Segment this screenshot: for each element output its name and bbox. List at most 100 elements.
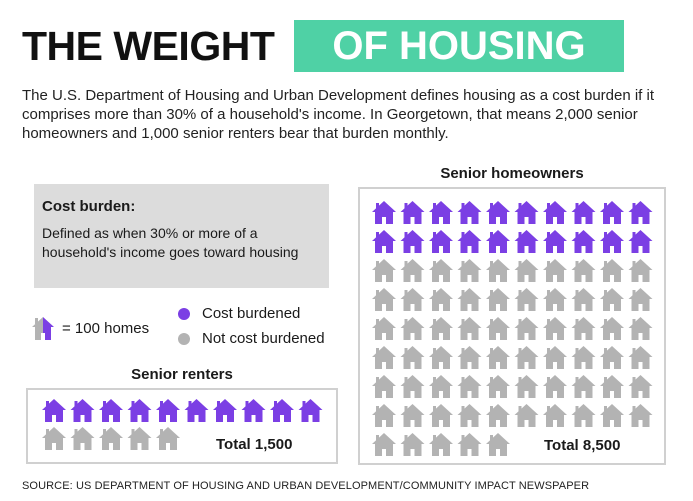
house-icon-burdened — [571, 230, 596, 253]
house-icon-burdened — [429, 230, 453, 253]
definition-text: Defined as when 30% or more of a househo… — [42, 225, 299, 260]
house-icon-burdened — [628, 230, 653, 253]
house-icon-not-burdened — [628, 288, 653, 311]
house-icon-burdened — [42, 399, 66, 422]
house-icon-not-burdened — [429, 346, 453, 369]
legend-unit-label: = 100 homes — [62, 320, 150, 337]
house-icon-burdened — [571, 201, 596, 224]
house-icon-burdened — [400, 230, 425, 253]
title-left: THE WEIGHT — [22, 23, 275, 69]
house-icon-not-burdened — [486, 404, 510, 427]
house-icon-not-burdened — [372, 404, 396, 427]
house-icon-not-burdened — [514, 259, 539, 282]
house-icon-not-burdened — [372, 259, 396, 282]
house-icon-not-burdened — [400, 375, 425, 398]
definition-title: Cost burden: — [42, 198, 136, 215]
house-icon-burdened — [543, 201, 567, 224]
homeowners-chart-title: Senior homeowners — [440, 165, 584, 182]
intro-text: The U.S. Department of Housing and Urban… — [22, 87, 655, 142]
house-icon-not-burdened — [457, 288, 482, 311]
house-icon-not-burdened — [429, 375, 453, 398]
homeowners-chart: Total 8,500 — [358, 187, 666, 465]
house-icon-burdened — [184, 399, 209, 422]
title: THE WEIGHT OF HOUSING — [22, 20, 624, 72]
house-icon-not-burdened — [514, 317, 539, 340]
house-icon-burdened — [600, 230, 624, 253]
legend-dot-not-burdened — [178, 333, 190, 345]
house-icon-not-burdened — [571, 317, 596, 340]
house-icon-not-burdened — [372, 433, 396, 456]
legend-label-burdened: Cost burdened — [202, 305, 301, 322]
house-icon-not-burdened — [99, 427, 123, 450]
renters-total: Total 1,500 — [216, 436, 293, 453]
house-icon-not-burdened — [543, 404, 567, 427]
house-icon-not-burdened — [429, 433, 453, 456]
house-icon-not-burdened — [600, 317, 624, 340]
definition-box: Cost burden: Defined as when 30% or more… — [34, 184, 329, 288]
house-icon-not-burdened — [600, 375, 624, 398]
house-icon-not-burdened — [400, 259, 425, 282]
house-icon-not-burdened — [514, 404, 539, 427]
house-icon-not-burdened — [400, 288, 425, 311]
house-icon-not-burdened — [600, 346, 624, 369]
house-icon-not-burdened — [486, 259, 510, 282]
house-icon-not-burdened — [457, 433, 482, 456]
house-icon-burdened — [127, 399, 152, 422]
house-icon-burdened — [156, 399, 180, 422]
house-icon-not-burdened — [372, 317, 396, 340]
house-icon-not-burdened — [486, 317, 510, 340]
house-icon-not-burdened — [400, 317, 425, 340]
house-icon-not-burdened — [457, 317, 482, 340]
house-icon-not-burdened — [600, 259, 624, 282]
house-icon-burdened — [213, 399, 237, 422]
house-icon-burdened — [70, 399, 95, 422]
house-icon-burdened — [270, 399, 294, 422]
house-icon-not-burdened — [486, 433, 510, 456]
house-icon-not-burdened — [543, 288, 567, 311]
house-icon-burdened — [543, 230, 567, 253]
source-note: SOURCE: US DEPARTMENT OF HOUSING AND URB… — [22, 480, 590, 492]
renters-chart: Total 1,500 — [26, 388, 338, 464]
house-icon-burdened — [99, 399, 123, 422]
house-icon-not-burdened — [429, 288, 453, 311]
house-icon-not-burdened — [127, 427, 152, 450]
house-icon-burdened — [372, 230, 396, 253]
house-icon-not-burdened — [628, 317, 653, 340]
house-icon-not-burdened — [600, 404, 624, 427]
house-icon-not-burdened — [372, 346, 396, 369]
house-icon-not-burdened — [372, 375, 396, 398]
house-icon-not-burdened — [429, 259, 453, 282]
house-icon-not-burdened — [514, 375, 539, 398]
house-icon-burdened — [400, 201, 425, 224]
house-icon-not-burdened — [429, 404, 453, 427]
house-icon-burdened — [457, 230, 482, 253]
house-icon-not-burdened — [571, 288, 596, 311]
house-icon-not-burdened — [70, 427, 95, 450]
house-icon-burdened — [514, 230, 539, 253]
house-icon-burdened — [514, 201, 539, 224]
house-icon-burdened — [372, 201, 396, 224]
house-icon-burdened — [457, 201, 482, 224]
house-icon-burdened — [429, 201, 453, 224]
house-icon-not-burdened — [42, 427, 66, 450]
house-icon-burdened — [241, 399, 266, 422]
house-icon-not-burdened — [571, 375, 596, 398]
house-icon-not-burdened — [372, 288, 396, 311]
house-icon-not-burdened — [514, 288, 539, 311]
house-icon-not-burdened — [156, 427, 180, 450]
house-icon-not-burdened — [600, 288, 624, 311]
house-icon-not-burdened — [457, 375, 482, 398]
house-icon-not-burdened — [543, 375, 567, 398]
house-icon-not-burdened — [486, 346, 510, 369]
house-icon-not-burdened — [628, 375, 653, 398]
house-icon-not-burdened — [628, 346, 653, 369]
house-icon-not-burdened — [628, 404, 653, 427]
house-icon-not-burdened — [543, 317, 567, 340]
homeowners-total: Total 8,500 — [544, 437, 621, 454]
house-icon-not-burdened — [486, 375, 510, 398]
house-icon-not-burdened — [543, 259, 567, 282]
house-icon-not-burdened — [571, 346, 596, 369]
homeowners-pictogram — [372, 201, 653, 456]
title-highlight: OF HOUSING — [294, 20, 624, 72]
renters-pictogram — [42, 399, 323, 450]
